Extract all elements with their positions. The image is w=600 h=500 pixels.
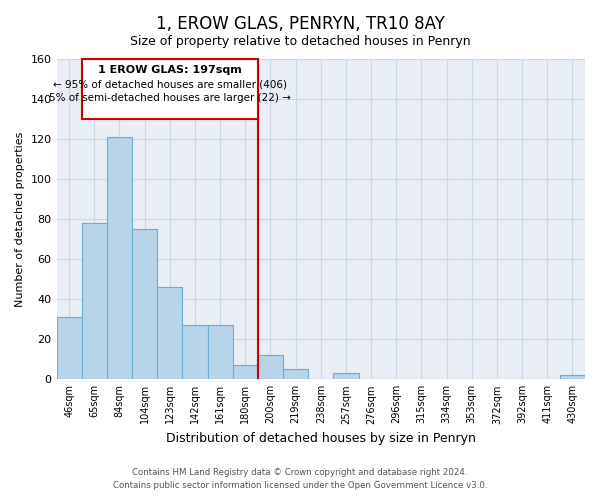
Bar xyxy=(182,326,208,380)
Text: 5% of semi-detached houses are larger (22) →: 5% of semi-detached houses are larger (2… xyxy=(49,93,291,103)
Bar xyxy=(233,366,258,380)
Bar xyxy=(334,374,359,380)
Text: 1, EROW GLAS, PENRYN, TR10 8AY: 1, EROW GLAS, PENRYN, TR10 8AY xyxy=(155,15,445,33)
Bar xyxy=(132,229,157,380)
Bar xyxy=(283,370,308,380)
Text: Size of property relative to detached houses in Penryn: Size of property relative to detached ho… xyxy=(130,35,470,48)
Text: 1 EROW GLAS: 197sqm: 1 EROW GLAS: 197sqm xyxy=(98,65,242,75)
Text: ← 95% of detached houses are smaller (406): ← 95% of detached houses are smaller (40… xyxy=(53,79,287,89)
Bar xyxy=(82,59,258,119)
X-axis label: Distribution of detached houses by size in Penryn: Distribution of detached houses by size … xyxy=(166,432,476,445)
Text: Contains HM Land Registry data © Crown copyright and database right 2024.
Contai: Contains HM Land Registry data © Crown c… xyxy=(113,468,487,490)
Bar xyxy=(107,137,132,380)
Bar xyxy=(56,317,82,380)
Bar xyxy=(560,376,585,380)
Y-axis label: Number of detached properties: Number of detached properties xyxy=(15,132,25,307)
Bar xyxy=(157,287,182,380)
Bar xyxy=(82,223,107,380)
Bar xyxy=(258,356,283,380)
Bar xyxy=(208,326,233,380)
